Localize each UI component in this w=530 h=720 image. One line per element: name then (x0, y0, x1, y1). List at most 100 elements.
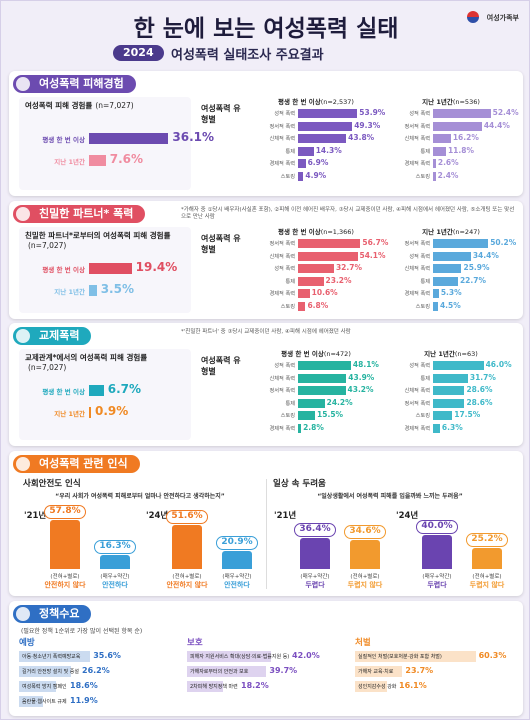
series-name: (매우+약간) (300, 574, 330, 580)
logo: 여성가족부 (486, 14, 519, 22)
rate-title: 친밀한 파트너*로부터의 여성폭력 피해 경험률(n=7,027) (25, 231, 187, 251)
type-bar (433, 398, 465, 408)
panel-title: 지난 1년간(n=63) (386, 348, 516, 358)
type-value: 22.7% (459, 275, 486, 285)
group-title: 일상 속 두려움 (273, 479, 326, 489)
type-value: 16.2% (452, 133, 479, 142)
series-label: 두렵지 않다 (469, 581, 505, 589)
section-title: 정책수요 (13, 605, 92, 623)
type-value: 14.3% (315, 145, 342, 155)
type-value: 31.7% (469, 372, 496, 382)
policy-value: 42.0% (292, 651, 320, 660)
type-label: 스토킹 (280, 413, 295, 419)
rate-bar (89, 285, 97, 296)
rate-value: 3.5% (100, 282, 134, 296)
panel-n: (n=63) (454, 350, 478, 358)
type-label: 통제 (285, 400, 295, 407)
policy-bar (355, 666, 403, 677)
type-bar (298, 423, 302, 433)
section-title: 교제폭력 (13, 327, 92, 345)
type-bar (433, 276, 458, 286)
policy-value: 23.7% (405, 666, 434, 675)
type-value: 4.9% (305, 170, 327, 180)
page-title: 한 눈에 보는 여성폭력 실태 (133, 16, 399, 42)
type-value: 10.6% (311, 288, 338, 297)
year: '24년 (396, 511, 419, 521)
type-label: 통제 (420, 278, 430, 285)
question: “일상생활에서 여성폭력 피해를 입을까봐 느끼는 두려움” (317, 493, 463, 500)
type-label: 통제 (285, 148, 295, 155)
types-title: 여성폭력 유형별 (201, 356, 241, 376)
type-label: 성적 폭력 (409, 111, 430, 117)
column-value: 25.2% (466, 532, 508, 547)
rate-value: 19.4% (135, 260, 178, 274)
policy-bar (187, 651, 271, 662)
type-value: 53.9% (359, 108, 386, 117)
panel-n: (n=536) (452, 98, 480, 106)
type-bar (433, 264, 462, 273)
column (300, 538, 330, 569)
type-bar (433, 239, 489, 248)
policy-bar (19, 651, 91, 662)
column (172, 525, 202, 569)
type-label: 스토킹 (280, 173, 295, 180)
type-label: 스토킹 (280, 303, 295, 310)
type-label: 통제 (285, 278, 295, 285)
column-value: 34.6% (344, 524, 386, 539)
rate-bar (89, 385, 104, 396)
panel-title-text: 평생 한 번 이상 (281, 350, 324, 358)
policy-bar (355, 651, 476, 662)
rate-title: 교제관계*에서의 여성폭력 피해 경험률(n=7,027) (25, 353, 187, 373)
type-bar (433, 134, 451, 143)
type-label: 정서적 폭력 (404, 123, 430, 130)
type-bar (298, 386, 346, 395)
type-label: 스토킹 (415, 303, 430, 310)
type-bar (433, 109, 491, 118)
type-label: 신체적 폭력 (269, 375, 295, 382)
group-title: 사회안전도 인식 (23, 479, 81, 489)
panel-title-text: 평생 한 번 이상 (278, 98, 321, 106)
type-label: 경제적 폭력 (269, 291, 295, 297)
series-name: (전혀+별로) (350, 574, 380, 580)
series-label: 안전하지 않다 (44, 581, 86, 589)
group-title: 보호 (187, 638, 203, 648)
policy-value: 26.2% (82, 666, 110, 675)
types-title: 여성폭력 유형별 (201, 104, 241, 124)
policy-value: 16.1% (399, 681, 427, 690)
type-value: 43.8% (348, 133, 375, 142)
rate-label: 평생 한 번 이상 (42, 266, 85, 274)
policy-bar (187, 666, 267, 677)
panel-title-text: 지난 1년간 (422, 228, 453, 236)
rate-bar (89, 407, 91, 418)
type-bar (298, 159, 306, 168)
logo-mark (467, 11, 479, 23)
rate-title-text: 교제관계*에서의 여성폭력 피해 경험률 (25, 353, 148, 362)
panel-title-text: 평생 한 번 이상 (278, 228, 321, 236)
policy-value: 18.2% (241, 681, 269, 690)
column-value: 36.4% (294, 523, 336, 538)
type-bar (433, 251, 471, 261)
series-name: (전혀+별로) (50, 574, 80, 580)
type-value: 43.9% (348, 372, 375, 382)
series-name: (매우+약간) (422, 574, 452, 580)
type-value: 6.8% (307, 300, 329, 310)
column (100, 555, 130, 569)
policy-bar (19, 681, 57, 692)
type-value: 44.4% (483, 120, 510, 130)
rate-bar (89, 263, 132, 274)
type-value: 28.6% (466, 397, 493, 407)
type-value: 34.4% (472, 250, 499, 260)
policy-bar (19, 696, 43, 707)
section-title: 여성폭력 피해경험 (13, 75, 136, 93)
rate-bar (89, 133, 169, 144)
type-value: 23.2% (325, 275, 352, 285)
type-value: 25.9% (463, 263, 490, 272)
type-bar (298, 251, 358, 261)
series-name: (전혀+별로) (172, 574, 202, 580)
note: *'친밀한 파트너' 중 ③당시 교제중이던 사람, ④피해 시점에 헤어졌던 … (181, 329, 351, 335)
policy-label: 음란물·웹사이트 규제 (22, 699, 67, 705)
type-value: 49.3% (354, 120, 381, 130)
type-bar (298, 411, 316, 420)
type-bar (298, 109, 358, 118)
